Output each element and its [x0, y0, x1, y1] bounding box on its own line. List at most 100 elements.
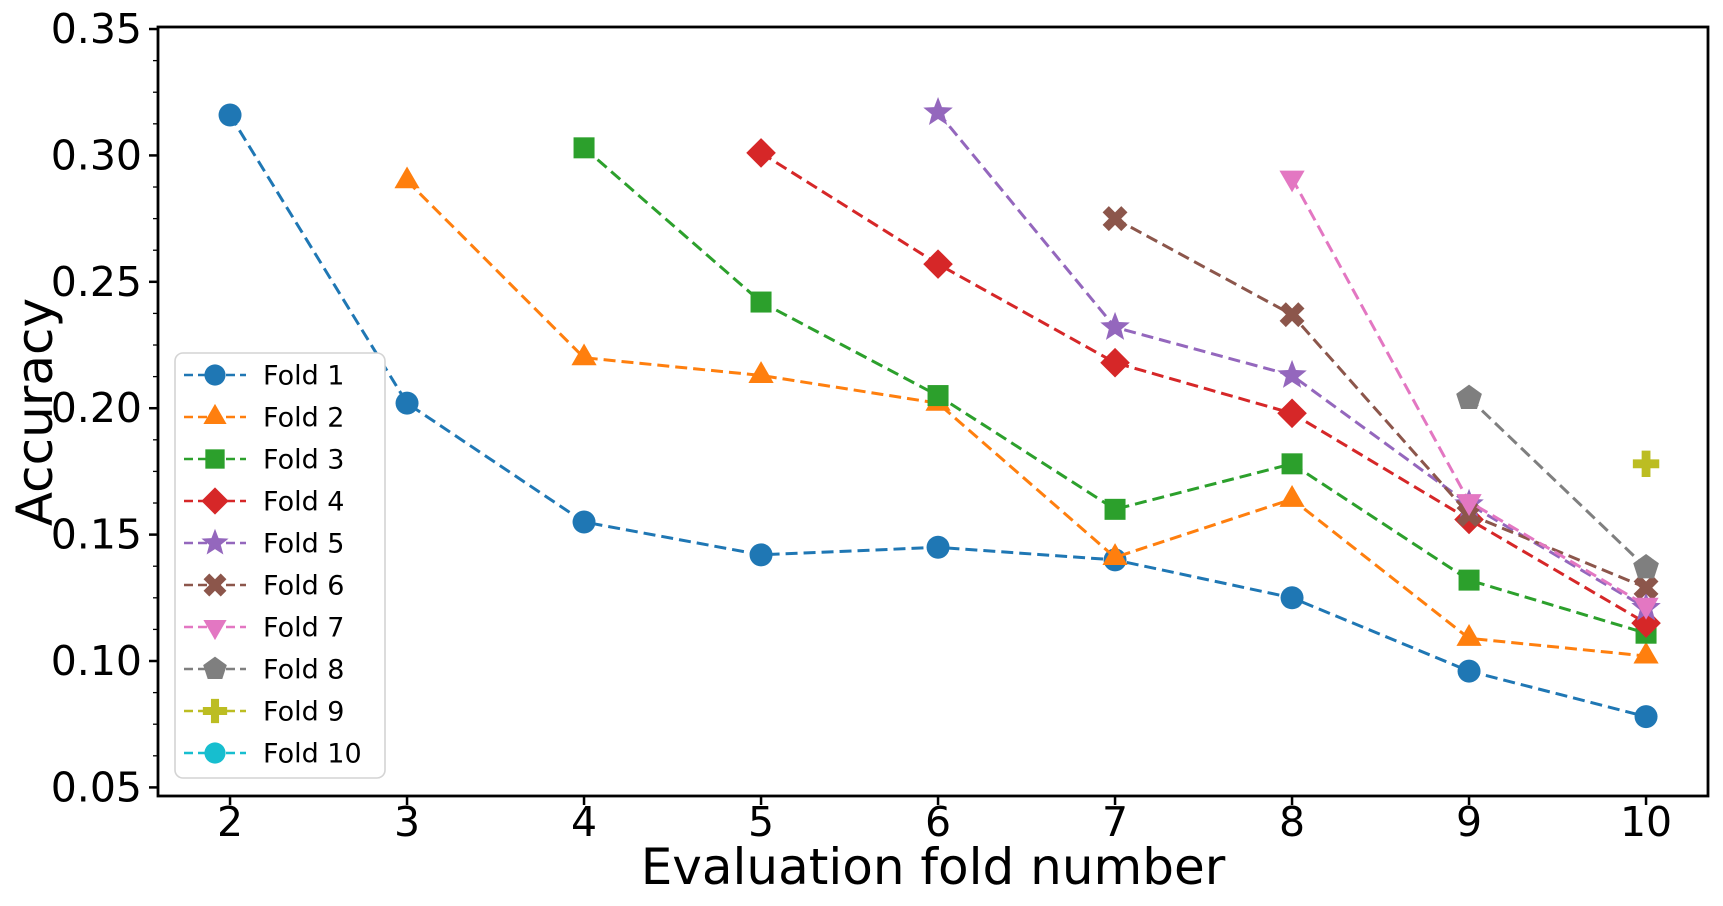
legend-label: Fold 6: [263, 571, 345, 602]
data-point-marker: [926, 535, 950, 559]
data-point-marker: [573, 137, 595, 159]
data-point-marker: [927, 385, 949, 407]
data-point-marker: [1104, 498, 1126, 520]
series-fold-1: [218, 103, 1658, 729]
y-axis-label: Accuracy: [6, 298, 64, 526]
x-tick-label: 2: [217, 798, 243, 846]
x-tick-label: 10: [1620, 798, 1672, 846]
x-axis-label: Evaluation fold number: [641, 838, 1226, 896]
legend-marker-x: [203, 573, 227, 597]
y-tick-label: 0.15: [51, 511, 142, 559]
legend-label: Fold 9: [263, 697, 345, 728]
data-point-marker: [1279, 302, 1305, 328]
data-point-marker: [1456, 624, 1482, 646]
data-point-marker: [571, 343, 597, 366]
legend-item: Fold 10: [184, 739, 362, 770]
data-point-marker: [1280, 586, 1304, 610]
series-fold-6: [1102, 206, 1659, 601]
data-point-marker: [923, 249, 953, 279]
data-point-marker: [749, 543, 773, 567]
x-tick-label: 3: [394, 798, 420, 846]
legend-marker-circle: [204, 742, 226, 764]
legend-label: Fold 2: [263, 403, 345, 434]
legend-marker-pentagon: [203, 656, 227, 680]
series-fold-2: [394, 166, 1659, 664]
data-point-marker: [1631, 608, 1661, 638]
data-point-marker: [1632, 450, 1660, 478]
data-point-marker: [1281, 453, 1303, 475]
data-point-marker: [1277, 359, 1307, 388]
series-fold-7: [1279, 170, 1659, 620]
legend-label: Fold 5: [263, 529, 345, 560]
legend-item: Fold 2: [184, 403, 345, 434]
legend-item: Fold 5: [184, 529, 345, 560]
series-fold-8: [1456, 384, 1659, 579]
data-point-marker: [1102, 543, 1128, 565]
x-tick-label: 4: [571, 798, 597, 846]
legend-marker-triangle-down: [203, 620, 227, 641]
data-point-marker: [1100, 311, 1130, 340]
data-point-marker: [1634, 705, 1658, 729]
legend-label: Fold 10: [263, 739, 362, 770]
legend-label: Fold 1: [263, 361, 345, 392]
legend-label: Fold 8: [263, 655, 345, 686]
data-point-marker: [1277, 398, 1307, 429]
y-tick-label: 0.30: [51, 131, 142, 179]
data-point-marker: [1633, 597, 1659, 620]
legend-marker-circle: [204, 364, 226, 386]
data-point-marker: [750, 291, 772, 313]
data-point-marker: [218, 103, 242, 127]
y-tick-label: 0.05: [51, 763, 142, 811]
legend-marker-square: [205, 449, 225, 469]
data-point-marker: [1279, 170, 1305, 193]
legend-item: Fold 1: [184, 361, 345, 392]
series-line: [405, 179, 1647, 658]
legend-marker-plus: [202, 698, 228, 724]
series-line: [1114, 217, 1647, 590]
x-tick-label: 7: [1102, 798, 1128, 846]
series-line: [228, 114, 1647, 719]
legend-marker-star: [201, 528, 229, 555]
legend-label: Fold 4: [263, 487, 345, 518]
data-point-marker: [1456, 494, 1482, 516]
y-tick-label: 0.10: [51, 637, 142, 685]
legend-label: Fold 3: [263, 445, 345, 476]
data-point-marker: [746, 138, 776, 168]
data-point-marker: [1102, 206, 1128, 232]
x-tick-label: 5: [748, 798, 774, 846]
axes-layer: 2 3 4 5 6 7 8 9 10 0.05 0.10 0.15 0.20 0.25 0.30 0.35: [51, 5, 1710, 846]
legend-item: Fold 7: [184, 613, 345, 644]
legend: Fold 1 Fold 2 Fold 3 Fold 4 Fold 5 Fold 6 Fold…: [174, 352, 386, 779]
y-tick-label: 0.25: [51, 258, 142, 306]
data-point-marker: [748, 361, 774, 383]
data-point-marker: [1456, 384, 1482, 410]
data-point-marker: [1633, 575, 1659, 601]
series-fold-9: [1632, 450, 1660, 478]
legend-item: Fold 9: [184, 697, 345, 728]
data-point-marker: [1279, 485, 1305, 507]
legend-label: Fold 7: [263, 613, 345, 644]
data-point-marker: [572, 510, 596, 534]
legend-item: Fold 8: [184, 655, 345, 686]
x-tick-label: 9: [1456, 798, 1482, 846]
data-point-marker: [1633, 641, 1659, 664]
x-tick-label: 6: [925, 798, 951, 846]
series-line: [760, 151, 1647, 625]
series-fold-4: [746, 138, 1661, 638]
data-point-marker: [395, 391, 419, 415]
plot-border: [156, 25, 1710, 798]
series-layer: [218, 96, 1661, 729]
series-line: [1467, 397, 1648, 569]
legend-item: Fold 6: [184, 571, 345, 602]
data-point-marker: [394, 166, 420, 189]
y-tick-label: 0.35: [51, 5, 142, 53]
legend-marker-triangle-up: [203, 403, 227, 424]
legend-item: Fold 4: [184, 487, 345, 518]
legend-marker-diamond: [201, 487, 229, 515]
data-point-marker: [1633, 553, 1659, 579]
x-tick-label: 8: [1279, 798, 1305, 846]
data-point-marker: [1100, 347, 1130, 378]
y-tick-label: 0.20: [51, 384, 142, 432]
